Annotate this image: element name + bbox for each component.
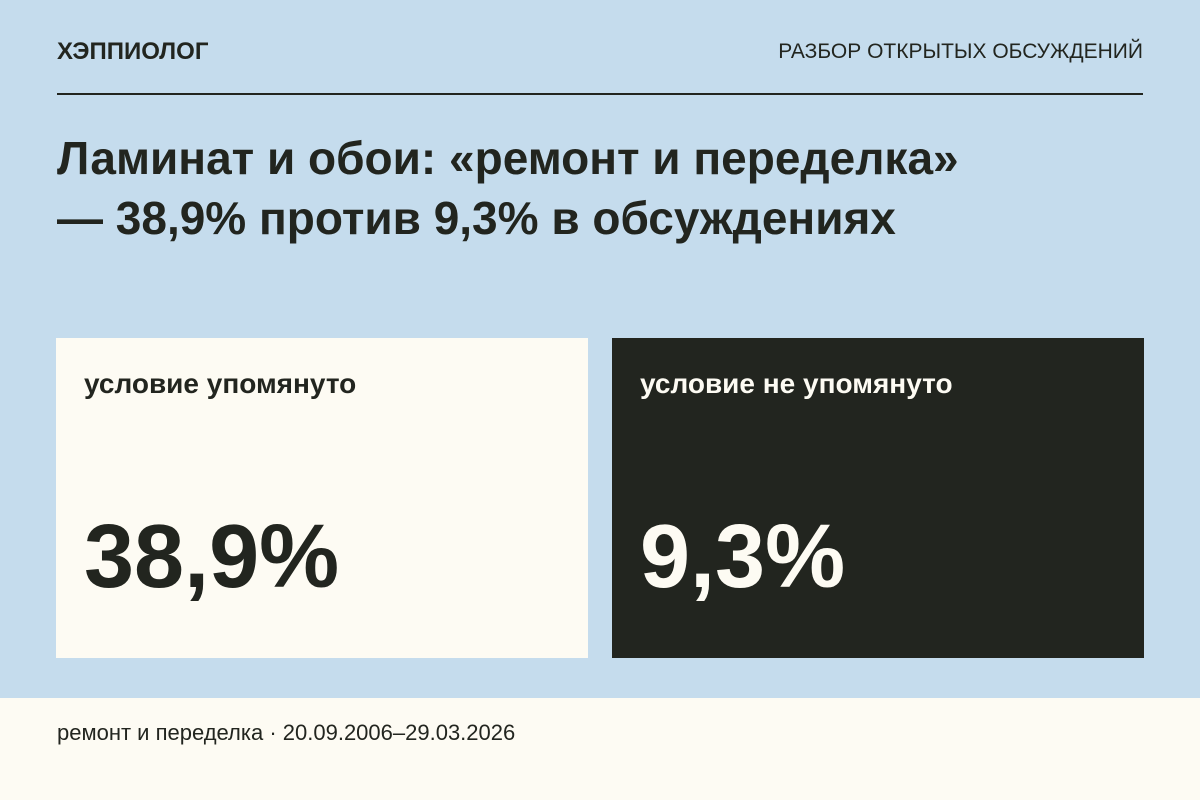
stat-card: условие упомянуто 38,9% bbox=[56, 338, 588, 658]
card-value: 38,9% bbox=[84, 507, 340, 607]
title: Ламинат и обои: «ремонт и переделка» — 3… bbox=[57, 128, 959, 248]
card-label: условие упомянуто bbox=[84, 368, 357, 399]
footer: ремонт и переделка · 20.09.2006–29.03.20… bbox=[0, 698, 1200, 800]
footer-text: ремонт и переделка · 20.09.2006–29.03.20… bbox=[57, 720, 516, 745]
section-name: РАЗБОР ОТКРЫТЫХ ОБСУЖДЕНИЙ bbox=[778, 40, 1143, 63]
title-line: — 38,9% против 9,3% в обсуждениях bbox=[57, 192, 896, 244]
card-value: 9,3% bbox=[640, 507, 846, 607]
title-line: Ламинат и обои: «ремонт и переделка» bbox=[57, 132, 959, 184]
brand: ХЭППИОЛОГ bbox=[57, 38, 209, 65]
stat-card: условие не упомянуто 9,3% bbox=[612, 338, 1144, 658]
card-label: условие не упомянуто bbox=[640, 368, 953, 399]
divider bbox=[57, 93, 1143, 95]
